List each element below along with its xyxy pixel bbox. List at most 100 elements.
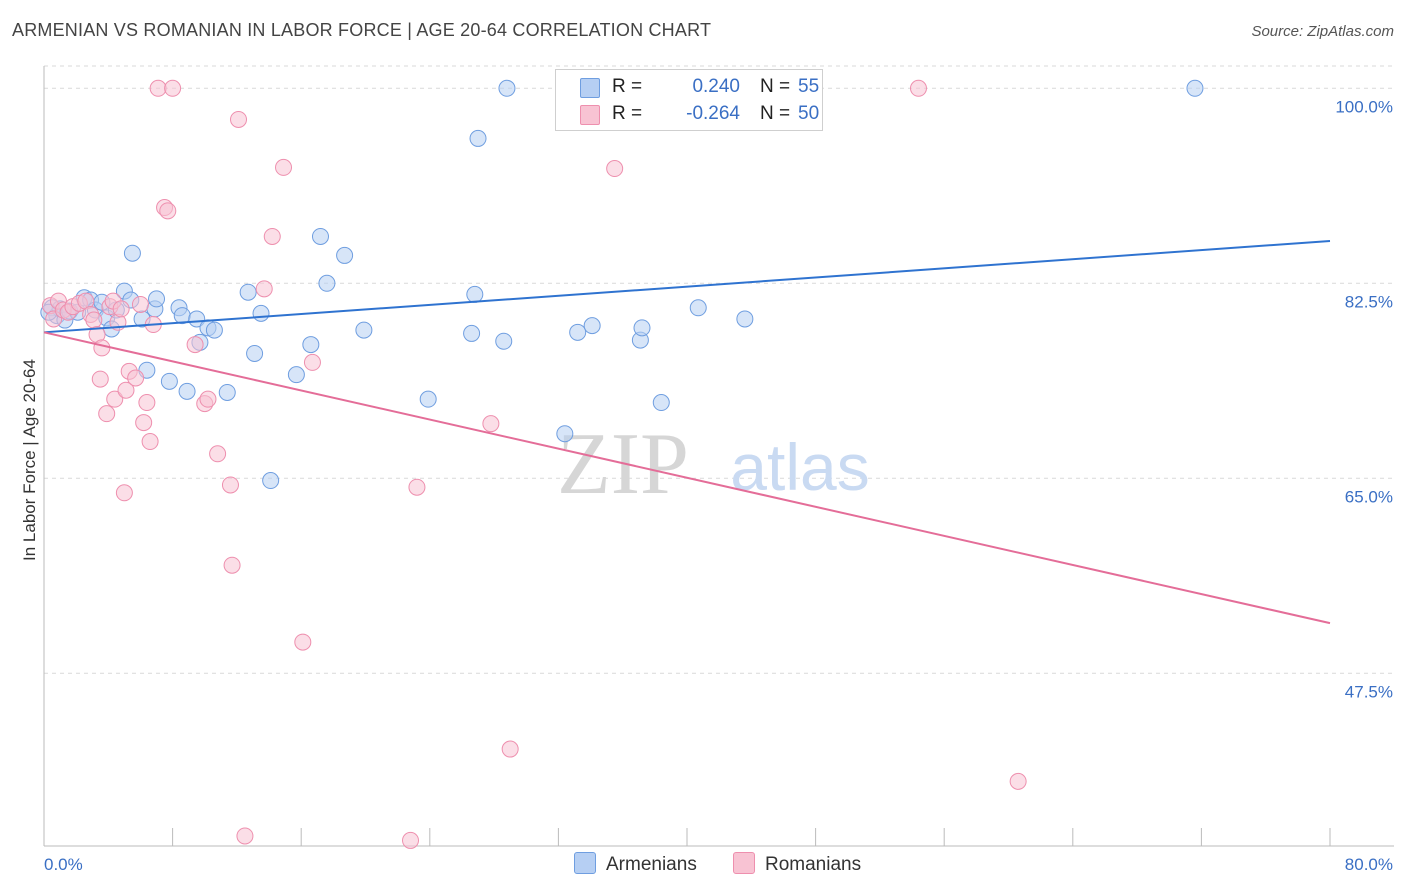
romanians-point <box>159 202 177 220</box>
romanians-trend-line <box>43 331 1331 625</box>
x-tick-label: 0.0% <box>44 855 83 874</box>
armenians-point <box>466 285 484 303</box>
armenians-point <box>205 321 223 339</box>
romanians-swatch <box>580 105 600 125</box>
armenians-point <box>463 324 481 342</box>
armenians-point <box>495 332 513 350</box>
romanians-point <box>98 405 116 423</box>
armenians-point <box>569 323 587 341</box>
romanians-point <box>482 415 500 433</box>
romanians-point <box>223 556 241 574</box>
tick-labels: 100.0% 82.5% 65.0% 47.5% 0.0% 80.0% <box>44 97 1393 874</box>
armenians-point <box>355 321 373 339</box>
armenians-point <box>218 383 236 401</box>
legend-item-romanians[interactable]: Romanians <box>733 852 861 876</box>
armenians-point <box>689 299 707 317</box>
armenians-point <box>556 425 574 443</box>
romanians-point <box>127 369 145 387</box>
y-tick-label: 100.0% <box>1335 97 1393 116</box>
armenians-swatch <box>580 78 600 98</box>
romanians-point <box>275 158 293 176</box>
romanians-point <box>131 295 149 313</box>
armenians-point <box>178 382 196 400</box>
romanians-point <box>85 311 103 329</box>
armenians-legend-swatch <box>574 852 596 874</box>
armenians-point <box>633 319 651 337</box>
romanians-point <box>263 227 281 245</box>
legend-label-armenians: Armenians <box>606 854 697 875</box>
armenians-point <box>252 304 270 322</box>
romanians-point <box>303 353 321 371</box>
axes <box>43 66 1394 847</box>
x-tick-label: 80.0% <box>1345 855 1393 874</box>
armenians-point <box>583 317 601 335</box>
armenians-point <box>652 394 670 412</box>
romanians-point <box>221 476 239 494</box>
romanians-point <box>408 478 426 496</box>
r-value-armenians: 0.240 <box>692 76 740 97</box>
gridlines <box>44 65 1394 674</box>
armenians-point <box>262 472 280 490</box>
romanians-point <box>294 633 312 651</box>
armenians-point <box>123 244 141 262</box>
y-tick-label: 65.0% <box>1345 487 1393 506</box>
romanians-point <box>112 300 130 318</box>
romanians-point <box>186 336 204 354</box>
romanians-point <box>255 280 273 298</box>
n-label: N = <box>760 103 791 124</box>
romanians-point <box>236 827 254 845</box>
romanians-point <box>606 160 624 178</box>
legend-item-armenians[interactable]: Armenians <box>574 852 697 876</box>
watermark: ZIP atlas <box>557 416 870 513</box>
armenians-point <box>160 372 178 390</box>
romanians-point <box>135 414 153 432</box>
armenians-point <box>1186 79 1204 97</box>
romanians-point <box>115 484 133 502</box>
r-label: R = <box>612 76 643 97</box>
armenians-trend-line <box>43 239 1331 334</box>
armenians-point <box>311 227 329 245</box>
n-label: N = <box>760 76 791 97</box>
romanians-point <box>149 79 167 97</box>
armenians-point <box>246 344 264 362</box>
armenians-point <box>148 290 166 308</box>
romanians-point <box>91 370 109 388</box>
romanians-point <box>909 79 927 97</box>
n-value-armenians: 55 <box>798 76 820 97</box>
romanians-point <box>164 79 182 97</box>
romanians-point <box>501 740 519 758</box>
armenians-point <box>287 366 305 384</box>
armenians-point <box>419 390 437 408</box>
armenians-point <box>318 274 336 292</box>
romanians-point <box>1009 772 1027 790</box>
chart-title: ARMENIAN VS ROMANIAN IN LABOR FORCE | AG… <box>12 20 712 40</box>
source-label: Source: ZipAtlas.com <box>1251 23 1394 40</box>
legend: Armenians Romanians <box>0 850 1406 878</box>
armenians-point <box>336 246 354 264</box>
romanians-point <box>141 433 159 451</box>
y-tick-label: 82.5% <box>1345 292 1393 311</box>
romanians-point <box>93 339 111 357</box>
romanians-point <box>209 445 227 463</box>
legend-label-romanians: Romanians <box>765 854 862 875</box>
stats-box: R = 0.240 N = 55 R = -0.264 N = 50 <box>555 69 823 131</box>
romanians-point <box>138 394 156 412</box>
y-tick-label: 47.5% <box>1345 682 1393 701</box>
armenians-point <box>469 129 487 147</box>
romanians-point <box>402 831 420 849</box>
armenians-point <box>188 310 206 328</box>
watermark-zip: ZIP <box>557 416 689 513</box>
armenians-point <box>302 336 320 354</box>
trend-lines <box>43 239 1331 625</box>
romanians-point <box>106 390 124 408</box>
armenians-point <box>498 79 516 97</box>
armenians-point <box>239 283 257 301</box>
r-label: R = <box>612 103 643 124</box>
watermark-atlas: atlas <box>730 430 869 504</box>
armenians-point <box>736 310 754 328</box>
romanians-legend-swatch <box>733 852 755 874</box>
romanians-point <box>117 381 135 399</box>
n-value-romanians: 50 <box>798 103 820 124</box>
r-value-romanians: -0.264 <box>686 103 740 124</box>
data-points <box>40 79 1204 849</box>
